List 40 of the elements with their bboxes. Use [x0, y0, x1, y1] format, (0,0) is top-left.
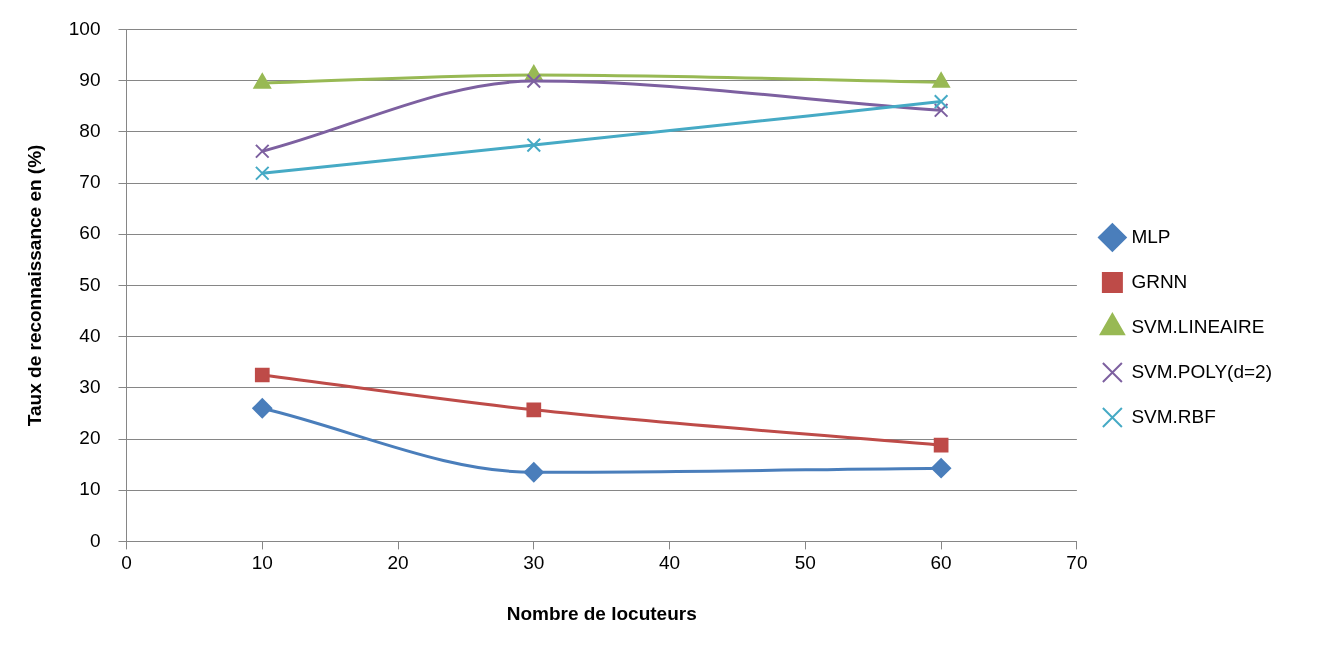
legend-label: MLP — [1131, 225, 1171, 247]
x-tick-label: 70 — [1066, 552, 1088, 574]
point — [523, 462, 544, 483]
x-tick-label: 60 — [930, 552, 952, 574]
x-tick-label: 10 — [251, 552, 273, 574]
point — [252, 398, 273, 419]
point — [526, 73, 542, 89]
legend-label: GRNN — [1131, 270, 1188, 292]
point — [526, 137, 542, 153]
x-tick-label: 50 — [794, 552, 816, 574]
point — [931, 458, 952, 479]
point — [933, 437, 949, 453]
point — [933, 102, 949, 118]
y-tick-label: 90 — [79, 68, 101, 90]
y-tick-label: 10 — [79, 478, 101, 500]
point — [254, 367, 270, 383]
x-axis-title: Nombre de locuteurs — [506, 602, 697, 624]
y-tick-label: 100 — [68, 17, 101, 39]
point — [254, 143, 270, 159]
point — [253, 73, 272, 89]
y-tick-label: 20 — [79, 427, 101, 449]
legend-label: SVM.RBF — [1131, 405, 1216, 427]
x-tick-label: 20 — [387, 552, 409, 574]
y-tick-label: 0 — [89, 529, 101, 551]
point — [254, 165, 270, 181]
y-tick-label: 70 — [79, 171, 101, 193]
x-tick-label: 0 — [121, 552, 132, 574]
point — [526, 402, 542, 418]
legend-label: SVM.LINEAIRE — [1131, 315, 1265, 337]
point — [933, 94, 949, 109]
y-axis-title: Taux de reconnaissance en (%) — [23, 144, 45, 427]
legend-label: SVM.POLY(d=2) — [1131, 360, 1273, 382]
y-tick-label: 50 — [79, 273, 101, 295]
point — [932, 72, 950, 88]
x-tick-label: 40 — [659, 552, 681, 574]
y-tick-label: 60 — [79, 222, 101, 244]
x-tick-label: 30 — [523, 552, 545, 574]
y-tick-label: 30 — [79, 376, 101, 398]
y-tick-label: 80 — [79, 120, 101, 142]
y-tick-label: 40 — [79, 324, 101, 346]
